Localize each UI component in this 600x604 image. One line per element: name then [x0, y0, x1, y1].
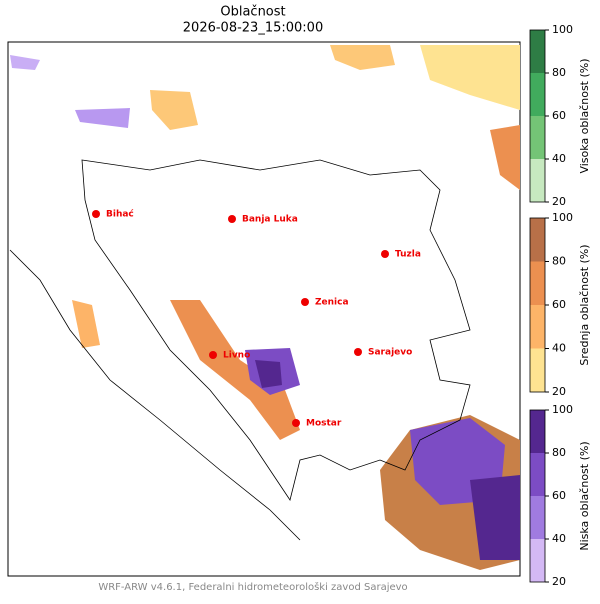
- city-marker: [381, 250, 389, 258]
- colorbar-label: Srednja oblačnost (%): [578, 244, 591, 365]
- city-marker: [92, 210, 100, 218]
- city-marker: [209, 351, 217, 359]
- colorbar-label: Niska oblačnost (%): [578, 441, 591, 550]
- colorbar-band: [530, 410, 545, 453]
- title: Oblačnost: [220, 5, 285, 20]
- colorbar-tick-label: 80: [552, 255, 566, 268]
- city-label: Sarajevo: [368, 348, 412, 358]
- colorbar-tick-label: 40: [552, 152, 566, 165]
- colorbar-band: [530, 453, 545, 496]
- colorbar-tick-label: 100: [552, 403, 573, 416]
- country-border: [81, 159, 471, 501]
- colorbar-tick-label: 60: [552, 298, 566, 311]
- colorbar-band: [530, 30, 545, 73]
- colorbar-tick-label: 60: [552, 109, 566, 122]
- colorbar-tick-label: 100: [552, 23, 573, 36]
- colorbar-tick-label: 40: [552, 532, 566, 545]
- colorbar-band: [530, 496, 545, 539]
- city-label: Bihać: [106, 209, 134, 220]
- coastline: [9, 249, 301, 541]
- city-label: Zenica: [315, 298, 349, 308]
- colorbar-band: [530, 159, 545, 202]
- footer: WRF-ARW v4.6.1, Federalni hidrometeorolo…: [98, 581, 407, 593]
- city-label: Banja Luka: [242, 215, 298, 225]
- timestamp: 2026-08-23_15:00:00: [183, 21, 323, 36]
- city-label: Livno: [223, 351, 250, 361]
- colorbar-tick-label: 60: [552, 489, 566, 502]
- colorbar-tick-label: 100: [552, 211, 573, 224]
- colorbar-tick-label: 20: [552, 385, 566, 398]
- colorbar-tick-label: 80: [552, 446, 566, 459]
- colorbar-tick-label: 20: [552, 575, 566, 588]
- colorbar-band: [530, 305, 545, 349]
- colorbar-band: [530, 261, 545, 305]
- colorbar-band: [530, 218, 545, 262]
- colorbar-tick-label: 20: [552, 195, 566, 208]
- city-marker: [354, 348, 362, 356]
- colorbar-band: [530, 348, 545, 392]
- city-marker: [301, 298, 309, 306]
- colorbar-band: [530, 116, 545, 159]
- colorbar-tick-label: 80: [552, 66, 566, 79]
- city-marker: [292, 419, 300, 427]
- city-label: Tuzla: [395, 250, 421, 260]
- colorbar-band: [530, 539, 545, 582]
- city-marker: [228, 215, 236, 223]
- colorbar-tick-label: 40: [552, 342, 566, 355]
- colorbar-label: Visoka oblačnost (%): [578, 58, 591, 173]
- cloud-areas: [10, 45, 520, 570]
- colorbar-band: [530, 73, 545, 116]
- city-label: Mostar: [306, 419, 342, 429]
